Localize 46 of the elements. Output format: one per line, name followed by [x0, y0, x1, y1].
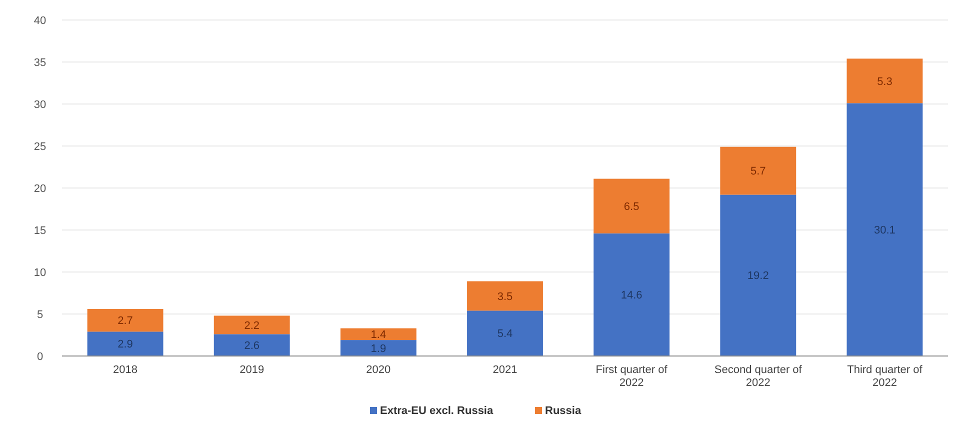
data-label: 3.5: [497, 290, 513, 303]
data-label: 5.7: [750, 166, 766, 178]
bar: [846, 58, 923, 104]
x-tick-label: First quarter of 2022: [596, 364, 668, 389]
y-tick-label: 35: [34, 56, 46, 69]
bar: [87, 332, 164, 356]
legend-label: Extra-EU excl. Russia: [380, 405, 494, 417]
legend-label: Russia: [545, 405, 582, 417]
data-label: 1.9: [370, 342, 386, 355]
data-label: 14.6: [620, 290, 642, 302]
x-tick-label: Third quarter of 2022: [847, 364, 924, 389]
data-label: 5.4: [497, 328, 513, 340]
bar: [467, 310, 543, 356]
y-tick-label: 15: [34, 224, 46, 237]
data-label: 2.9: [118, 338, 133, 351]
bar: [214, 316, 290, 334]
x-tick-label: 2018: [113, 364, 138, 376]
bar: [846, 103, 923, 356]
bar: [720, 146, 796, 195]
data-label: 1.4: [370, 329, 386, 342]
x-tick-label: 2019: [240, 364, 264, 376]
data-label: 5.3: [877, 76, 892, 88]
bar: [467, 281, 543, 311]
data-label: 30.1: [874, 224, 896, 236]
data-label: 6.5: [624, 200, 640, 213]
data-label: 2.2: [244, 320, 260, 332]
bar: [340, 340, 416, 356]
bar: [87, 308, 164, 332]
data-label: 2.7: [118, 315, 133, 328]
y-tick-label: 10: [34, 266, 46, 279]
y-tick-label: 25: [34, 140, 46, 153]
bar: [720, 194, 796, 356]
y-tick-label: 40: [34, 14, 46, 27]
data-label: 2.6: [244, 340, 260, 352]
y-tick-label: 5: [36, 308, 44, 321]
x-tick-label: 2020: [366, 364, 391, 376]
x-tick-label: 2021: [492, 364, 518, 376]
x-tick-label: Second quarter of 2022: [714, 364, 803, 389]
y-tick-label: 20: [34, 182, 46, 195]
bar: [340, 328, 416, 340]
y-tick-label: 0: [36, 350, 44, 363]
data-label: 19.2: [747, 270, 769, 282]
bar: [594, 178, 670, 234]
y-tick-label: 30: [34, 98, 46, 111]
bar: [214, 334, 290, 356]
bar: [594, 233, 670, 356]
